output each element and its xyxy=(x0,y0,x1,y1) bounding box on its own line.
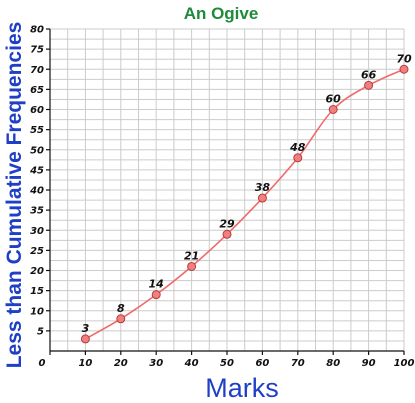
y-tick-label: 80 xyxy=(30,25,44,36)
data-point xyxy=(116,314,126,324)
y-axis-label: Less than Cumulative Frequencies xyxy=(3,22,26,369)
data-point xyxy=(364,80,374,90)
x-tick-label: 60 xyxy=(255,358,269,369)
y-tick-label: 60 xyxy=(30,105,44,116)
y-tick-label: 45 xyxy=(29,165,44,176)
x-tick-label: 100 xyxy=(394,358,415,369)
y-tick-label: 55 xyxy=(30,125,44,136)
y-tick-label: 40 xyxy=(29,186,44,197)
data-label: 60 xyxy=(326,93,342,106)
x-axis-label: Marks xyxy=(205,373,279,403)
data-label: 21 xyxy=(184,249,199,262)
series-cumulative-frequency xyxy=(80,64,409,344)
x-tick-label: 10 xyxy=(78,358,92,369)
y-tick-label: 75 xyxy=(30,45,44,56)
data-label: 70 xyxy=(396,52,412,65)
x-tick-labels: 0 10 20 30 40 50 60 70 80 90 100 xyxy=(39,351,415,369)
y-tick-label: 10 xyxy=(30,306,44,317)
y-tick-label: 20 xyxy=(30,266,44,277)
data-label: 8 xyxy=(117,302,125,315)
data-label: 48 xyxy=(289,141,306,154)
data-label: 29 xyxy=(219,217,235,230)
data-label: 14 xyxy=(149,278,164,291)
x-tick-label: 30 xyxy=(149,358,163,369)
x-tick-label: 20 xyxy=(114,358,128,369)
data-point xyxy=(399,64,409,74)
chart-title: An Ogive xyxy=(184,4,259,23)
data-point xyxy=(187,261,197,271)
ogive-curve xyxy=(85,68,405,340)
x-tick-label: 0 xyxy=(39,358,46,369)
y-tick-label: 35 xyxy=(30,206,44,217)
y-tick-label: 5 xyxy=(37,326,44,337)
data-point xyxy=(80,334,90,344)
y-tick-label: 30 xyxy=(30,226,44,237)
data-label: 66 xyxy=(361,68,377,81)
x-tick-label: 40 xyxy=(184,358,199,369)
data-point xyxy=(257,193,267,203)
y-tick-label: 65 xyxy=(30,85,44,96)
y-tick-label: 25 xyxy=(30,246,44,257)
x-tick-label: 90 xyxy=(362,358,376,369)
data-point xyxy=(222,229,232,239)
data-point xyxy=(328,105,338,114)
data-label: 3 xyxy=(82,322,90,335)
y-tick-label: 15 xyxy=(30,286,44,297)
y-tick-labels: 5 10 15 20 25 30 35 40 45 50 55 60 65 70 75 80 xyxy=(29,25,50,337)
grid-lines xyxy=(49,28,405,352)
y-tick-label: 70 xyxy=(30,65,44,76)
data-point xyxy=(151,290,161,300)
data-point xyxy=(293,153,303,163)
y-tick-label: 50 xyxy=(30,145,44,156)
x-tick-label: 70 xyxy=(291,358,305,369)
data-label: 38 xyxy=(255,181,271,194)
x-tick-label: 50 xyxy=(220,358,234,369)
x-tick-label: 80 xyxy=(326,358,340,369)
